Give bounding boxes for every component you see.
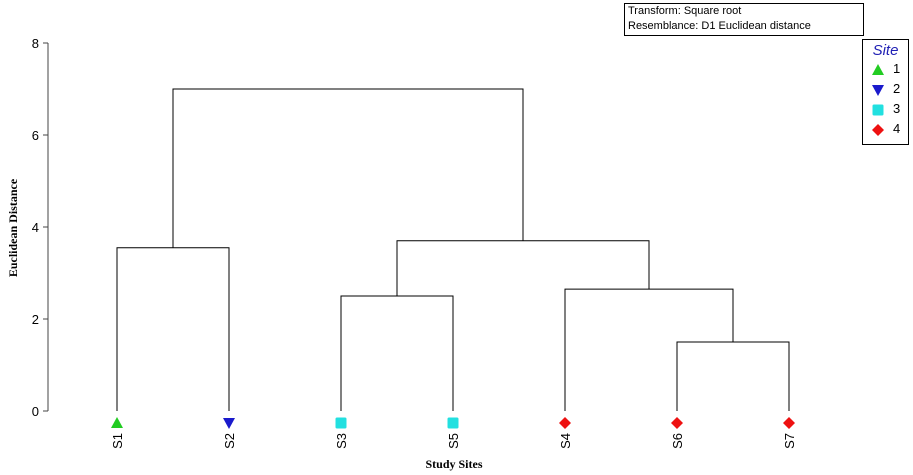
- legend: Site 1 2 3 4: [862, 39, 909, 145]
- legend-item-label: 1: [893, 61, 901, 76]
- leaf-label: S7: [782, 433, 797, 449]
- leaf-marker: [335, 417, 347, 429]
- leaf-marker: [447, 417, 459, 429]
- diamond-marker-icon: [872, 124, 884, 136]
- leaf-label: S5: [446, 433, 461, 449]
- dendrogram-link: [676, 341, 790, 411]
- leaf-label: S4: [558, 433, 573, 449]
- dendrogram-link: [340, 295, 454, 411]
- dendrogram-tree: [116, 88, 790, 411]
- leaf-label: S3: [334, 433, 349, 449]
- legend-item-site-3: 3: [863, 100, 908, 120]
- leaf-marker: [671, 417, 683, 429]
- dendrogram-link: [396, 240, 650, 296]
- legend-item-site-4: 4: [863, 120, 908, 140]
- legend-title: Site: [872, 42, 899, 59]
- triangle-down-marker-icon: [872, 85, 884, 96]
- dendrogram-link: [116, 247, 230, 411]
- dendrogram-link: [172, 88, 524, 248]
- leaf-label: S2: [222, 433, 237, 449]
- transform-text: Transform: Square root: [628, 5, 742, 17]
- legend-item-label: 4: [893, 121, 901, 136]
- y-tick-label: 2: [32, 312, 39, 327]
- leaf-label: S6: [670, 433, 685, 449]
- dendrogram-link: [564, 288, 734, 411]
- legend-item-site-2: 2: [863, 80, 908, 100]
- leaf-marker: [111, 417, 123, 428]
- y-axis: 0 2 4 6 8: [32, 36, 49, 419]
- y-tick-label: 6: [32, 128, 39, 143]
- x-axis-label: Study Sites: [425, 457, 482, 471]
- y-tick-label: 0: [32, 404, 39, 419]
- leaf-markers: S1 S2 S3 S5 S4 S6 S7: [110, 417, 797, 449]
- legend-item-label: 2: [893, 81, 901, 96]
- transform-info-box: Transform: Square root Resemblance: D1 E…: [624, 3, 864, 36]
- leaf-marker: [783, 417, 795, 429]
- leaf-label: S1: [110, 433, 125, 449]
- y-tick-label: 4: [32, 220, 39, 235]
- legend-item-label: 3: [893, 101, 901, 116]
- resemblance-text: Resemblance: D1 Euclidean distance: [628, 20, 811, 32]
- square-marker-icon: [872, 104, 884, 116]
- y-axis-label: Euclidean Distance: [6, 178, 20, 277]
- legend-item-site-1: 1: [863, 60, 908, 80]
- leaf-marker: [559, 417, 571, 429]
- triangle-up-marker-icon: [872, 64, 884, 75]
- y-tick-label: 8: [32, 36, 39, 51]
- leaf-marker: [223, 418, 235, 429]
